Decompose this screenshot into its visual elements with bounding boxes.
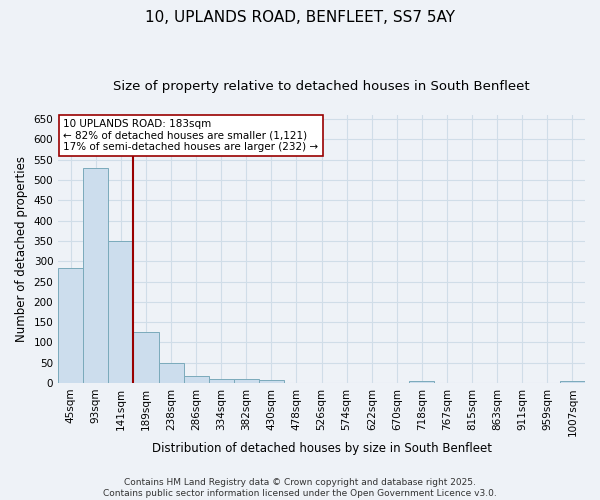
Bar [409, 381, 434, 383]
Bar [209, 379, 234, 383]
Bar [184, 376, 209, 383]
X-axis label: Distribution of detached houses by size in South Benfleet: Distribution of detached houses by size … [152, 442, 491, 455]
Bar [83, 168, 109, 383]
Bar [133, 332, 158, 383]
Bar [109, 241, 133, 383]
Bar [58, 268, 83, 383]
Bar [234, 380, 259, 383]
Text: 10 UPLANDS ROAD: 183sqm
← 82% of detached houses are smaller (1,121)
17% of semi: 10 UPLANDS ROAD: 183sqm ← 82% of detache… [64, 119, 319, 152]
Text: Contains HM Land Registry data © Crown copyright and database right 2025.
Contai: Contains HM Land Registry data © Crown c… [103, 478, 497, 498]
Bar [259, 380, 284, 383]
Bar [158, 363, 184, 383]
Title: Size of property relative to detached houses in South Benfleet: Size of property relative to detached ho… [113, 80, 530, 93]
Text: 10, UPLANDS ROAD, BENFLEET, SS7 5AY: 10, UPLANDS ROAD, BENFLEET, SS7 5AY [145, 10, 455, 25]
Bar [560, 381, 585, 383]
Y-axis label: Number of detached properties: Number of detached properties [15, 156, 28, 342]
